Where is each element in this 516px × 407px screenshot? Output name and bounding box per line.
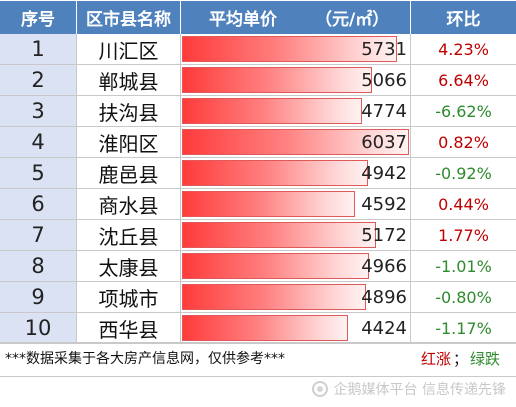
price-value: 5172 (361, 225, 407, 246)
header-index-label: 序号 (21, 10, 55, 30)
row-district-name: 项城市 (77, 282, 181, 313)
price-bar (182, 284, 366, 310)
price-bar (182, 160, 368, 186)
row-index: 3 (0, 96, 77, 127)
row-price-cell: 6037 (181, 127, 411, 158)
price-value: 4896 (361, 287, 407, 308)
row-index: 1 (0, 34, 77, 65)
footer-note: ***数据采集于各大房产信息网，仅供参考*** (5, 351, 285, 367)
row-change: -1.17% (411, 313, 516, 344)
header-price-label: 平均单价 (209, 10, 277, 30)
row-district-name: 扶沟县 (77, 96, 181, 127)
header-index: 序号 (0, 1, 77, 34)
row-price-cell: 4942 (181, 158, 411, 189)
watermark-text: 企鹅媒体平台 信息传递先锋 (333, 382, 506, 398)
penguin-logo-icon (311, 381, 328, 397)
price-bar (182, 191, 355, 217)
row-price-cell: 4424 (181, 313, 411, 344)
table-row: 6 商水县 4592 0.44% (0, 189, 516, 220)
price-value: 4592 (361, 194, 407, 215)
row-change: 1.77% (411, 220, 516, 251)
table-row: 9 项城市 4896 -0.80% (0, 282, 516, 313)
header-name: 区市县名称 (77, 1, 181, 34)
row-price-cell: 4966 (181, 251, 411, 282)
row-change: 6.64% (411, 65, 516, 96)
row-index: 9 (0, 282, 77, 313)
header-name-label: 区市县名称 (86, 10, 171, 30)
row-index: 2 (0, 65, 77, 96)
trend-legend: 红涨；绿跌 (421, 343, 500, 376)
price-bar (182, 36, 397, 62)
row-change: 0.44% (411, 189, 516, 220)
row-district-name: 西华县 (77, 313, 181, 344)
legend-separator: ； (452, 350, 468, 368)
legend-down: 绿跌 (469, 350, 500, 368)
table-row: 5 鹿邑县 4942 -0.92% (0, 158, 516, 189)
table-row: 2 郸城县 5066 6.64% (0, 65, 516, 96)
price-value: 4424 (361, 318, 407, 339)
price-value: 4942 (361, 163, 407, 184)
row-index: 4 (0, 127, 77, 158)
row-index: 10 (0, 313, 77, 344)
table-row: 10 西华县 4424 -1.17% (0, 313, 516, 344)
row-price-cell: 5066 (181, 65, 411, 96)
row-change: 4.23% (411, 34, 516, 65)
header-change: 环比 (411, 1, 516, 34)
row-index: 7 (0, 220, 77, 251)
row-district-name: 鹿邑县 (77, 158, 181, 189)
legend-up: 红涨 (420, 350, 451, 368)
row-price-cell: 4774 (181, 96, 411, 127)
table-row: 7 沈丘县 5172 1.77% (0, 220, 516, 251)
row-district-name: 太康县 (77, 251, 181, 282)
row-change: 0.82% (411, 127, 516, 158)
watermark: 企鹅媒体平台 信息传递先锋 (311, 378, 506, 400)
row-index: 8 (0, 251, 77, 282)
row-price-cell: 4896 (181, 282, 411, 313)
price-value: 4966 (361, 256, 407, 277)
row-price-cell: 5172 (181, 220, 411, 251)
table-footer: ***数据采集于各大房产信息网，仅供参考*** 红涨；绿跌 (0, 342, 516, 377)
header-change-label: 环比 (446, 10, 481, 30)
row-change: -1.01% (411, 251, 516, 282)
table-row: 4 淮阳区 6037 0.82% (0, 127, 516, 158)
row-index: 6 (0, 189, 77, 220)
price-value: 6037 (361, 132, 407, 153)
row-price-cell: 5731 (181, 34, 411, 65)
row-district-name: 淮阳区 (77, 127, 181, 158)
row-district-name: 川汇区 (77, 34, 181, 65)
row-change: -0.80% (411, 282, 516, 313)
header-price: 平均单价 （元/㎡） (181, 1, 411, 34)
header-price-unit: （元/㎡） (315, 10, 390, 30)
price-value: 4774 (361, 101, 407, 122)
row-district-name: 郸城县 (77, 65, 181, 96)
price-bar (182, 253, 369, 279)
row-index: 5 (0, 158, 77, 189)
table-row: 8 太康县 4966 -1.01% (0, 251, 516, 282)
row-change: -0.92% (411, 158, 516, 189)
row-change: -6.62% (411, 96, 516, 127)
row-price-cell: 4592 (181, 189, 411, 220)
price-value: 5731 (361, 39, 407, 60)
row-district-name: 沈丘县 (77, 220, 181, 251)
price-bar (182, 222, 376, 248)
table-row: 3 扶沟县 4774 -6.62% (0, 96, 516, 127)
price-bar (182, 315, 348, 341)
row-district-name: 商水县 (77, 189, 181, 220)
price-bar (182, 67, 372, 93)
table-row: 1 川汇区 5731 4.23% (0, 34, 516, 65)
price-bar (182, 98, 362, 124)
price-value: 5066 (361, 70, 407, 91)
price-bar (182, 129, 409, 155)
